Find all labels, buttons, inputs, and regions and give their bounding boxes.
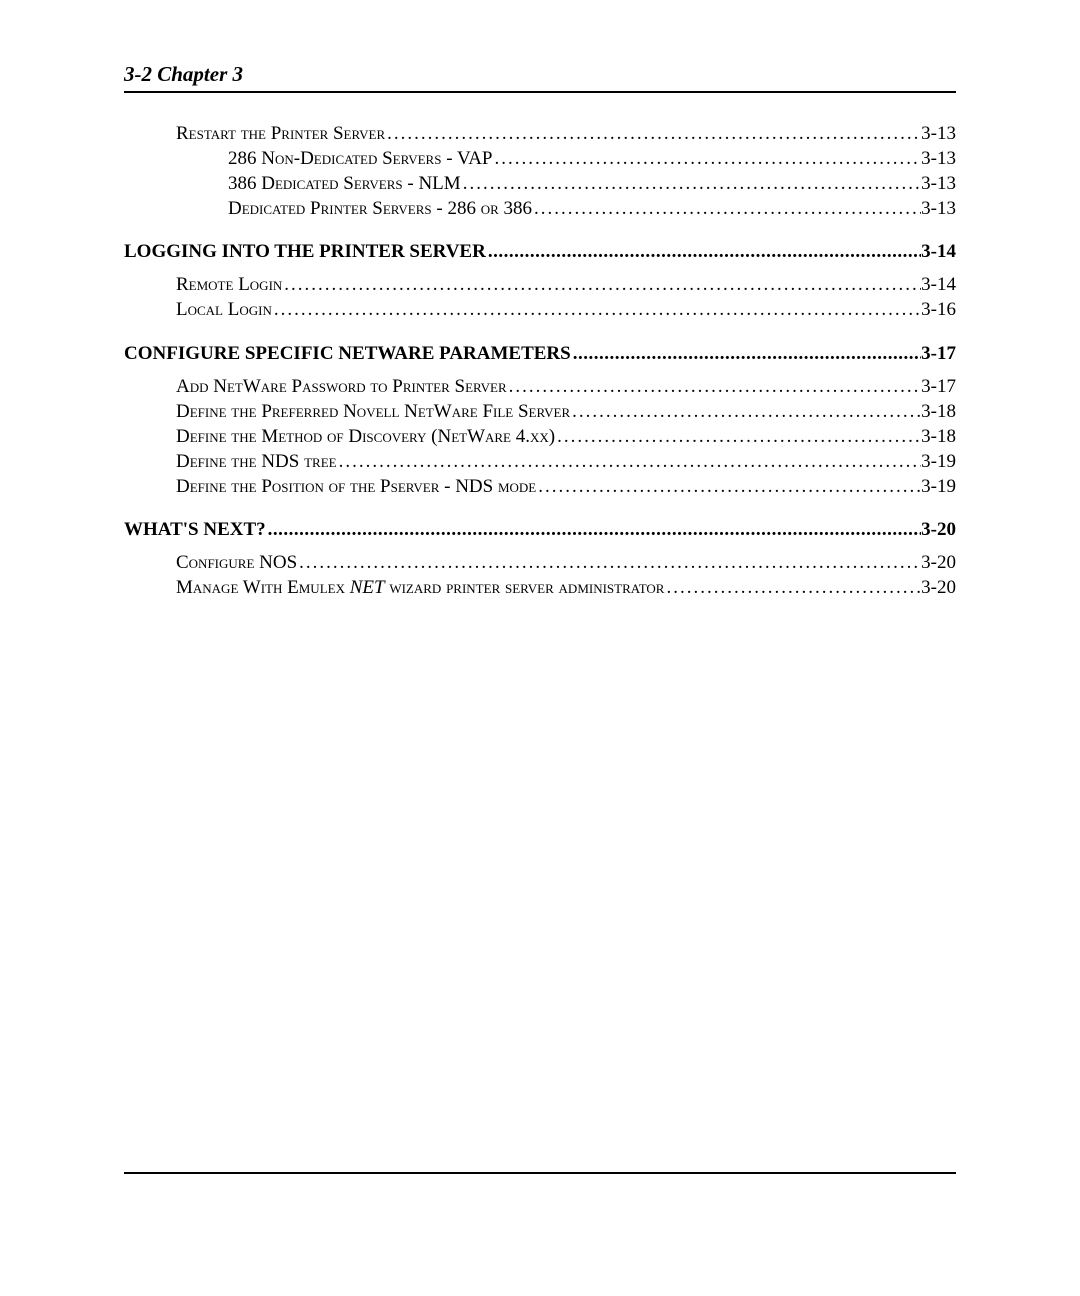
toc-line: Restart the Printer Server..............… [176, 121, 956, 146]
toc-page: 3-13 [921, 146, 956, 171]
toc-label: 286 Non-Dedicated Servers - VAP [228, 146, 493, 171]
toc-label: Dedicated Printer Servers - 286 or 386 [228, 196, 532, 221]
toc-label: Local Login [176, 297, 272, 322]
toc-page: 3-13 [921, 121, 956, 146]
page-header-text: 3-2 Chapter 3 [124, 62, 243, 86]
toc-leader: ........................................… [337, 449, 922, 474]
toc-label: Restart the Printer Server [176, 121, 385, 146]
toc-line: 286 Non-Dedicated Servers - VAP.........… [228, 146, 956, 171]
toc-label: Manage With Emulex NET wizard printer se… [176, 575, 664, 600]
toc-leader: ........................................… [272, 297, 921, 322]
toc-page: 3-13 [921, 196, 956, 221]
toc-leader: ........................................… [555, 424, 921, 449]
toc-leader: ........................................… [282, 272, 921, 297]
toc-label: CONFIGURE SPECIFIC NETWARE PARAMETERS [124, 341, 571, 366]
toc-page: 3-17 [921, 374, 956, 399]
toc-line: Define the NDS tree.....................… [176, 449, 956, 474]
toc-spacer [124, 323, 956, 341]
toc-label: Remote Login [176, 272, 282, 297]
toc-leader: ........................................… [486, 239, 921, 264]
toc-leader: ........................................… [536, 474, 921, 499]
toc-page: 3-19 [921, 449, 956, 474]
toc-page: 3-19 [921, 474, 956, 499]
toc-label: Define the Position of the Pserver - NDS… [176, 474, 536, 499]
toc-label: 386 Dedicated Servers - NLM [228, 171, 461, 196]
toc-label: Define the Preferred Novell NetWare File… [176, 399, 570, 424]
toc-leader: ........................................… [266, 517, 922, 542]
toc-label: Add NetWare Password to Printer Server [176, 374, 507, 399]
toc-spacer [124, 542, 956, 550]
toc-label: Define the Method of Discovery (NetWare … [176, 424, 555, 449]
toc-page: 3-18 [921, 424, 956, 449]
toc-line: WHAT'S NEXT?............................… [124, 517, 956, 542]
toc-line: LOGGING INTO THE PRINTER SERVER.........… [124, 239, 956, 264]
toc-line: Configure NOS...........................… [176, 550, 956, 575]
toc-line: Remote Login............................… [176, 272, 956, 297]
toc-spacer [124, 221, 956, 239]
toc-spacer [124, 264, 956, 272]
toc-page: 3-16 [921, 297, 956, 322]
toc-line: Manage With Emulex NET wizard printer se… [176, 575, 956, 600]
toc-page: 3-17 [921, 341, 956, 366]
toc-line: Add NetWare Password to Printer Server..… [176, 374, 956, 399]
toc-page: 3-18 [921, 399, 956, 424]
toc-leader: ........................................… [297, 550, 921, 575]
footer-rule [124, 1172, 956, 1174]
page-header: 3-2 Chapter 3 [124, 62, 956, 93]
toc-label: Configure NOS [176, 550, 297, 575]
toc-page: 3-20 [921, 517, 956, 542]
toc-leader: ........................................… [493, 146, 922, 171]
toc-line: Define the Preferred Novell NetWare File… [176, 399, 956, 424]
toc-label: WHAT'S NEXT? [124, 517, 266, 542]
toc-line: CONFIGURE SPECIFIC NETWARE PARAMETERS...… [124, 341, 956, 366]
toc-line: Local Login.............................… [176, 297, 956, 322]
toc-label: Define the NDS tree [176, 449, 337, 474]
toc-leader: ........................................… [385, 121, 921, 146]
toc-leader: ........................................… [532, 196, 921, 221]
toc-page: 3-14 [921, 272, 956, 297]
toc-leader: ........................................… [461, 171, 921, 196]
toc-leader: ........................................… [570, 399, 921, 424]
table-of-contents: Restart the Printer Server..............… [124, 121, 956, 600]
toc-spacer [124, 366, 956, 374]
toc-spacer [124, 499, 956, 517]
toc-leader: ........................................… [571, 341, 921, 366]
toc-line: Define the Position of the Pserver - NDS… [176, 474, 956, 499]
toc-page: 3-14 [921, 239, 956, 264]
toc-page: 3-13 [921, 171, 956, 196]
toc-line: 386 Dedicated Servers - NLM.............… [228, 171, 956, 196]
toc-page: 3-20 [921, 550, 956, 575]
toc-label: LOGGING INTO THE PRINTER SERVER [124, 239, 486, 264]
toc-line: Define the Method of Discovery (NetWare … [176, 424, 956, 449]
toc-line: Dedicated Printer Servers - 286 or 386..… [228, 196, 956, 221]
toc-page: 3-20 [921, 575, 956, 600]
toc-leader: ........................................… [507, 374, 922, 399]
toc-leader: ........................................… [664, 575, 921, 600]
